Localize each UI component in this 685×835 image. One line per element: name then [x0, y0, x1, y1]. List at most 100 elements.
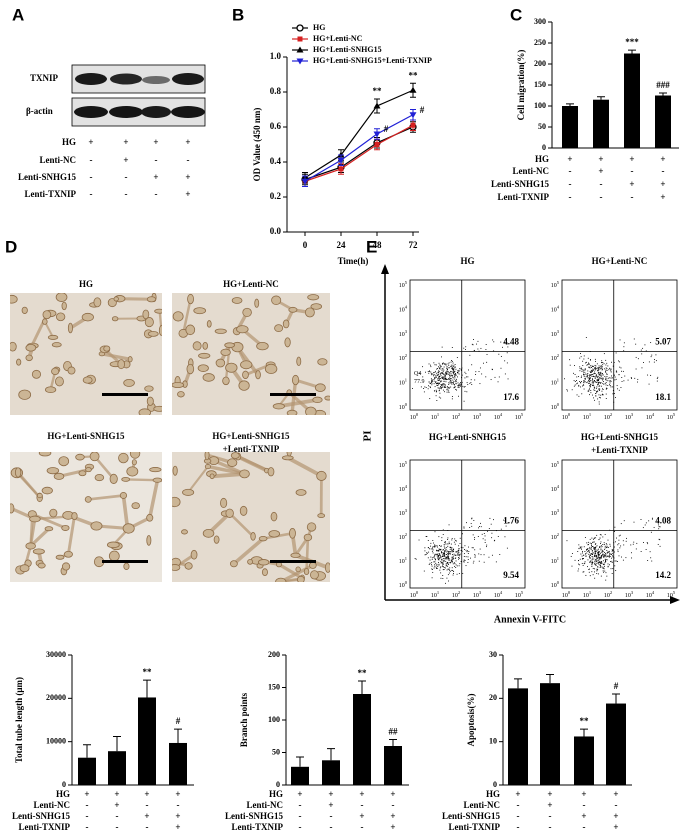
quadrant-value: 77.9 — [414, 379, 425, 385]
event-dot — [608, 369, 610, 371]
event-dot — [581, 369, 583, 371]
event-dot — [444, 541, 446, 543]
cell-cluster — [292, 374, 300, 386]
event-dot — [441, 372, 443, 373]
event-dot — [589, 383, 591, 384]
event-dot — [506, 343, 508, 345]
event-dot — [594, 560, 596, 562]
event-dot — [451, 396, 453, 397]
cell-cluster — [284, 337, 291, 348]
event-dot — [449, 546, 451, 548]
event-dot — [429, 386, 431, 388]
event-dot — [603, 568, 605, 570]
event-dot — [598, 552, 600, 554]
event-dot — [620, 545, 622, 547]
event-dot — [600, 371, 602, 373]
event-dot — [462, 533, 463, 535]
event-dot — [504, 373, 506, 375]
cell-cluster — [172, 496, 181, 508]
event-dot — [593, 369, 594, 371]
cell-cluster — [94, 474, 105, 482]
tick-base: 10 — [667, 415, 673, 421]
event-dot — [602, 567, 604, 569]
event-dot — [446, 565, 448, 567]
event-dot — [600, 394, 602, 396]
cell-cluster — [306, 522, 317, 532]
event-dot — [596, 379, 598, 381]
event-dot — [432, 552, 434, 554]
event-dot — [472, 562, 474, 564]
event-dot — [435, 553, 437, 555]
event-dot — [600, 375, 602, 377]
cell-cluster — [247, 559, 254, 565]
event-dot — [596, 573, 598, 574]
event-dot — [428, 551, 430, 553]
event-dot — [588, 553, 590, 555]
event-dot — [602, 555, 604, 557]
event-dot — [442, 566, 444, 568]
treatment-sign: + — [581, 811, 586, 821]
tick-label: 103 — [473, 412, 482, 421]
event-dot — [610, 370, 612, 372]
tick-base: 10 — [473, 593, 479, 599]
tick-exponent: 5 — [405, 460, 408, 465]
event-dot — [596, 386, 598, 388]
tick-label: 105 — [551, 460, 560, 469]
event-dot — [428, 564, 430, 565]
event-dot — [596, 555, 598, 557]
blot-band — [171, 106, 205, 118]
event-dot — [649, 551, 651, 553]
event-dot — [439, 554, 441, 556]
event-dot — [459, 385, 461, 386]
micrograph-background — [10, 293, 162, 415]
treatment-sign: - — [631, 192, 634, 202]
event-dot — [594, 555, 595, 556]
marker — [409, 86, 417, 93]
event-dot — [439, 373, 441, 375]
event-dot — [615, 560, 617, 562]
event-dot — [445, 558, 447, 560]
cell-cluster — [272, 403, 285, 410]
event-dot — [474, 549, 476, 551]
event-dot — [440, 562, 442, 564]
event-dot — [450, 360, 452, 361]
event-dot — [591, 382, 593, 384]
plot-title: HG — [460, 256, 474, 266]
event-dot — [589, 538, 591, 540]
event-dot — [597, 367, 599, 369]
event-dot — [464, 371, 466, 373]
event-dot — [440, 557, 442, 559]
event-dot — [597, 563, 599, 565]
tick-exponent: 0 — [405, 580, 408, 585]
bar — [606, 703, 626, 785]
treatment-sign: + — [390, 822, 395, 832]
tube — [29, 518, 37, 547]
event-dot — [434, 566, 436, 568]
cell-cluster — [55, 312, 66, 322]
event-dot — [443, 362, 444, 364]
cell-cluster — [264, 363, 278, 375]
event-dot — [653, 361, 655, 363]
tick-exponent: 1 — [589, 412, 591, 417]
event-dot — [571, 389, 573, 391]
event-dot — [614, 397, 616, 399]
cell-cluster — [250, 532, 256, 541]
event-dot — [579, 382, 581, 384]
cell-cluster — [258, 535, 268, 542]
event-dot — [581, 548, 583, 550]
event-dot — [414, 558, 416, 560]
event-dot — [606, 373, 607, 375]
tick-label: 101 — [551, 556, 559, 565]
event-dot — [483, 362, 484, 364]
event-dot — [424, 547, 426, 549]
cell-cluster — [118, 452, 129, 464]
tick-base: 10 — [562, 415, 568, 421]
event-dot — [455, 374, 457, 376]
event-dot — [599, 374, 601, 376]
treatment-sign: + — [185, 172, 190, 182]
event-dot — [422, 366, 424, 368]
event-dot — [581, 562, 583, 564]
event-dot — [424, 550, 426, 552]
event-dot — [455, 383, 457, 385]
event-dot — [586, 542, 588, 544]
